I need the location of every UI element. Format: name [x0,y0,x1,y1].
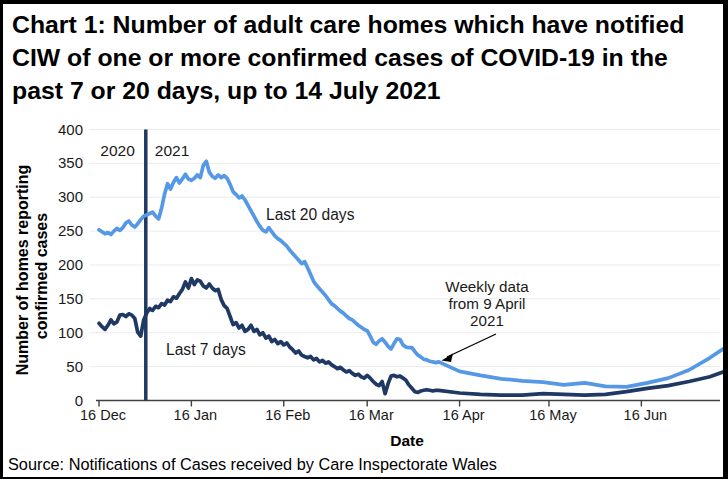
x-axis-title: Date [390,432,424,449]
y-tick-label-400: 400 [58,121,83,138]
last-7-days-line [99,279,725,396]
x-tick-label-2: 16 Feb [265,407,310,423]
year-label-2020: 2020 [100,142,135,159]
weekly-note-line-3: 2021 [470,312,504,329]
y-tick-label-350: 350 [58,154,83,171]
y-tick-label-150: 150 [58,290,83,307]
x-tick-label-1: 16 Jan [174,407,218,423]
chart-figure: Chart 1: Number of adult care homes whic… [0,0,728,479]
y-tick-label-200: 200 [58,256,83,273]
x-tick-label-0: 16 Dec [80,407,126,423]
x-tick-label-5: 16 May [529,407,577,423]
y-tick-label-250: 250 [58,222,83,239]
x-tick-label-4: 16 Apr [443,407,485,423]
year-label-2021: 2021 [155,142,189,159]
last-7-days-label: Last 7 days [166,341,246,358]
annotation-arrowhead [442,354,454,363]
y-axis-title-line-2: confirmed cases [33,213,50,339]
y-tick-label-0: 0 [75,392,83,409]
source-note: Source: Notifications of Cases received … [8,455,497,474]
line-chart: 0 50 100 150 200 250 300 350 400 16 Dec 16 Jan 16 F… [3,4,728,479]
x-tick-label-3: 16 Mar [349,407,394,423]
y-tick-label-50: 50 [66,358,83,375]
annotation-arrow-line [447,334,496,357]
y-tick-label-300: 300 [58,188,83,205]
last-20-days-label: Last 20 days [266,206,355,223]
x-tick-label-6: 16 Jun [624,407,668,423]
weekly-note-line-1: Weekly data [445,278,529,295]
y-axis-title-line-1: Number of homes reporting [14,165,31,376]
weekly-note-line-2: from 9 April [449,295,526,312]
y-tick-label-100: 100 [58,324,83,341]
